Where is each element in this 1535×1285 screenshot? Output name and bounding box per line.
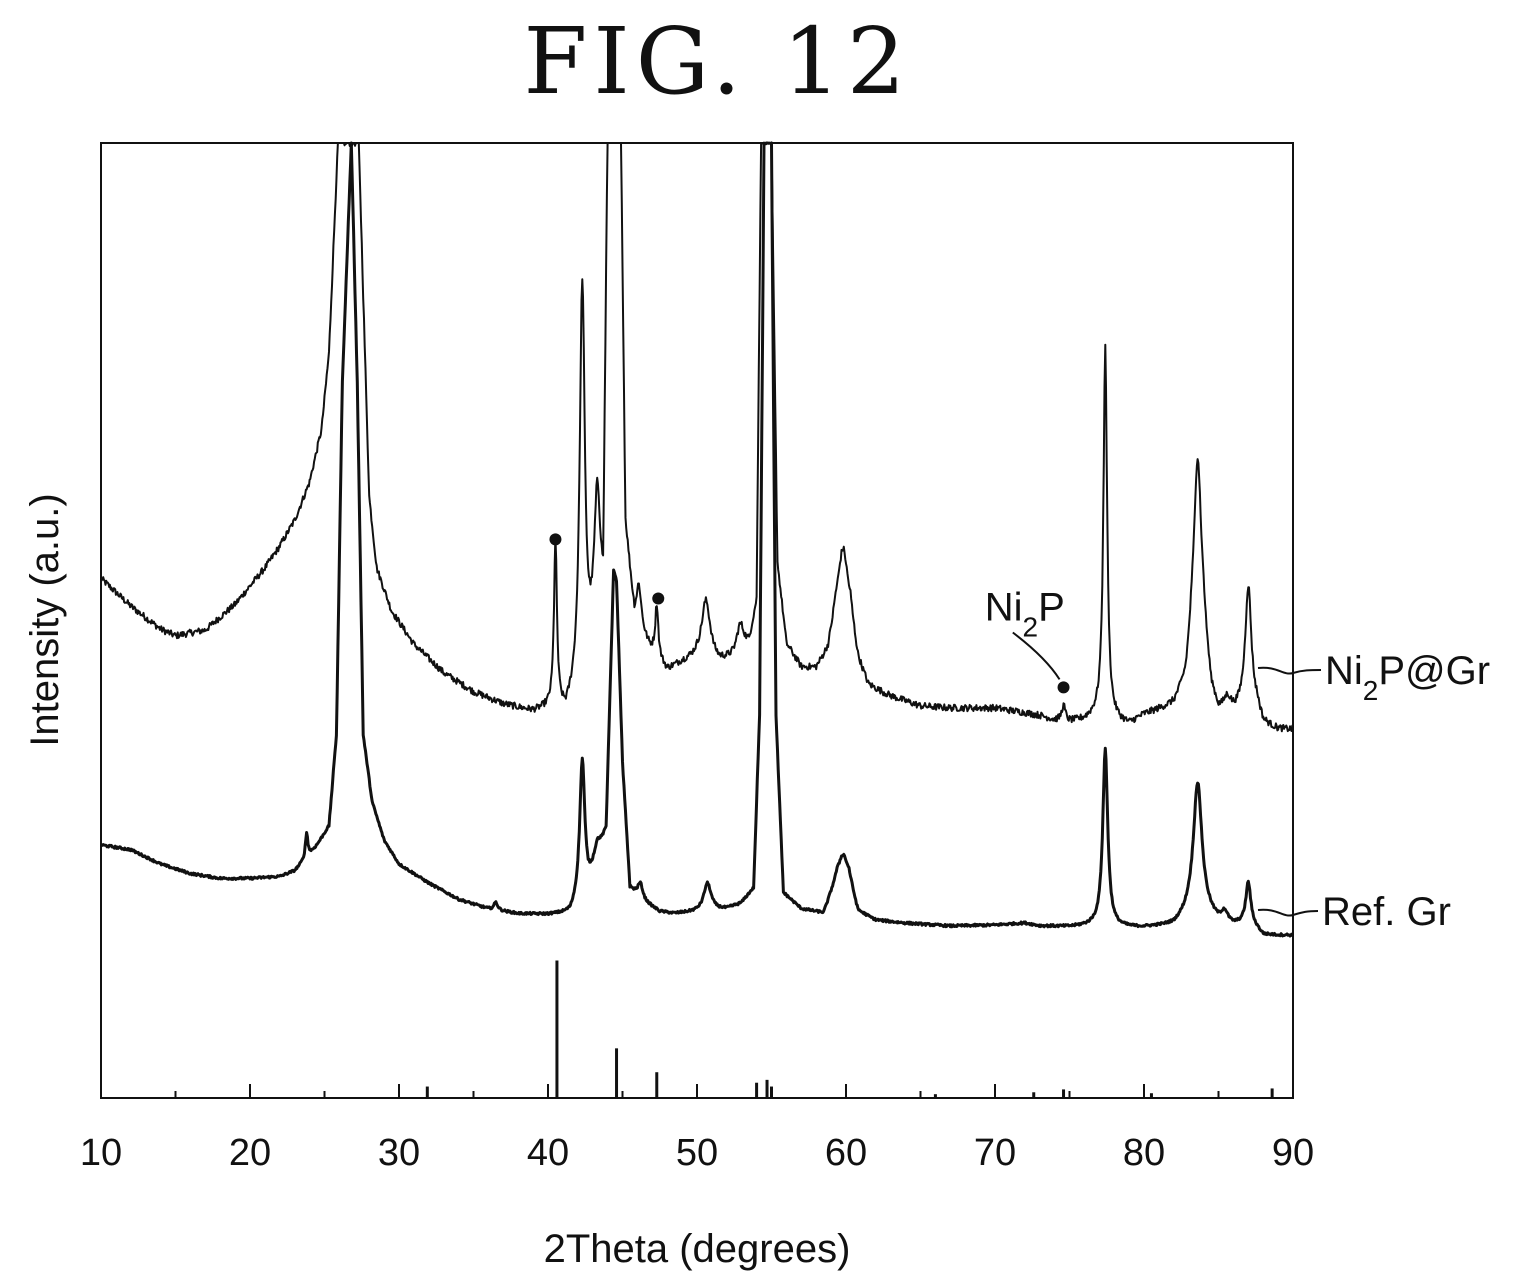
x-tick-label: 40 — [527, 1132, 569, 1174]
x-tick-label: 70 — [974, 1132, 1016, 1174]
x-tick-label: 50 — [676, 1132, 718, 1174]
series-group — [100, 141, 1295, 938]
figure-title: FIG. 12 — [523, 8, 912, 115]
series-line-0 — [100, 142, 1294, 733]
series-label-part: Ref. Gr — [1322, 890, 1451, 934]
x-tick-label: 60 — [825, 1132, 867, 1174]
annotation-label-part: 2 — [1023, 611, 1039, 642]
x-tick-label: 90 — [1272, 1132, 1314, 1174]
reference-sticks — [425, 960, 1274, 1098]
series-label: Ni2P@Gr — [1325, 649, 1490, 706]
annotation-label-part: P — [1038, 586, 1065, 630]
annotation-leader-line — [1012, 631, 1061, 680]
peak-marker-dot — [549, 533, 562, 546]
x-tick-label: 20 — [229, 1132, 271, 1174]
series-label-part: P@Gr — [1378, 649, 1490, 693]
series-line-1 — [100, 141, 1295, 938]
x-tick-label: 80 — [1123, 1132, 1165, 1174]
peak-marker-dot — [652, 592, 665, 605]
x-axis-label: 2Theta (degrees) — [544, 1227, 851, 1271]
series-label: Ref. Gr — [1322, 890, 1451, 934]
series-leader-line — [1257, 666, 1322, 675]
peak-markers — [549, 533, 1070, 694]
annotation-label: Ni2P — [985, 586, 1065, 643]
plot-frame — [100, 142, 1294, 1099]
peak-marker-dot — [1057, 681, 1070, 694]
series-label-part: Ni — [1325, 649, 1363, 693]
x-tick-label: 30 — [378, 1132, 420, 1174]
x-tick-label: 10 — [80, 1132, 122, 1174]
x-axis-ticks: 10 20 30 40 50 60 70 80 90 — [80, 1084, 1314, 1174]
y-axis-label: Intensity (a.u.) — [23, 493, 67, 746]
series-leader-line — [1257, 908, 1319, 917]
series-label-part: 2 — [1363, 675, 1379, 706]
annotation-label-part: Ni — [985, 586, 1023, 630]
